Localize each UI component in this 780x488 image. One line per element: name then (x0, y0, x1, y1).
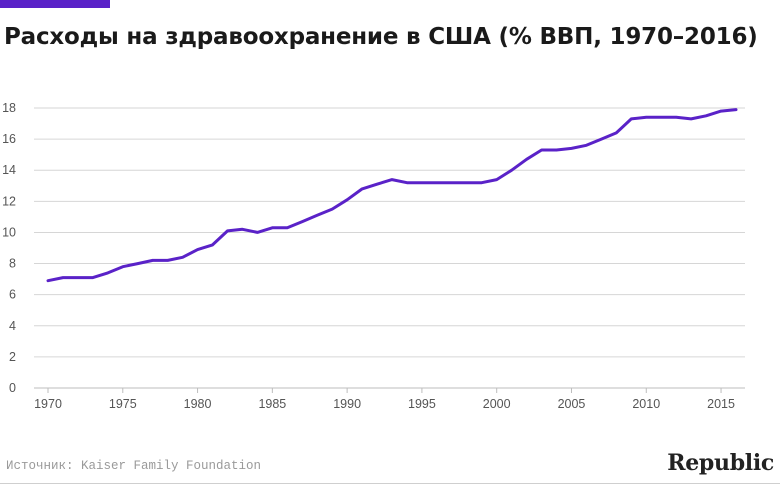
data-point-1975 (120, 264, 126, 270)
data-point-1991 (359, 186, 365, 192)
y-tick-label: 14 (2, 163, 16, 177)
data-point-1981 (210, 242, 216, 248)
data-point-1985 (269, 225, 275, 231)
x-tick-label: 1980 (184, 397, 212, 411)
data-point-2010 (643, 114, 649, 120)
data-point-1989 (329, 206, 335, 212)
chart-title: Расходы на здравоохранение в США (% ВВП,… (4, 24, 758, 50)
y-tick-label: 16 (2, 132, 16, 146)
data-point-2000 (494, 177, 500, 183)
data-point-2005 (568, 145, 574, 151)
data-point-1974 (105, 270, 111, 276)
data-point-2009 (628, 116, 634, 122)
y-tick-label: 4 (9, 319, 16, 333)
x-tick-label: 1975 (109, 397, 137, 411)
y-axis-tick-labels: 0 2 4 6 8 10 12 14 16 18 (2, 101, 16, 395)
data-point-2011 (658, 114, 664, 120)
data-point-1994 (404, 180, 410, 186)
data-point-2016 (733, 107, 739, 113)
data-point-1998 (464, 180, 470, 186)
bottom-divider (0, 483, 780, 484)
x-tick-label: 1995 (408, 397, 436, 411)
data-point-2003 (539, 147, 545, 153)
republic-logo[interactable]: Republic (667, 450, 774, 476)
data-point-1995 (419, 180, 425, 186)
data-point-1990 (344, 197, 350, 203)
y-tick-label: 6 (9, 288, 16, 302)
data-point-1979 (180, 254, 186, 260)
accent-bar (0, 0, 110, 8)
data-point-1987 (299, 219, 305, 225)
data-point-2001 (509, 167, 515, 173)
x-tick-label: 2000 (483, 397, 511, 411)
data-point-1980 (195, 247, 201, 253)
x-tick-label: 1970 (34, 397, 62, 411)
series-layer (45, 107, 739, 284)
x-tick-label: 1990 (333, 397, 361, 411)
series-line-0 (46, 108, 738, 283)
grid-lines (34, 107, 745, 389)
data-point-1993 (389, 177, 395, 183)
y-tick-label: 12 (2, 194, 16, 208)
y-tick-label: 0 (9, 381, 16, 395)
data-point-1970 (45, 278, 51, 284)
data-point-1997 (449, 180, 455, 186)
data-point-1971 (60, 275, 66, 281)
x-tick-label: 2010 (632, 397, 660, 411)
data-point-1983 (239, 226, 245, 232)
y-tick-label: 8 (9, 257, 16, 271)
data-point-1999 (479, 180, 485, 186)
y-tick-label: 18 (2, 101, 16, 115)
data-point-1976 (135, 261, 141, 267)
source-note: Источник: Kaiser Family Foundation (6, 459, 262, 473)
data-point-1973 (90, 275, 96, 281)
data-point-2013 (688, 116, 694, 122)
data-point-2014 (703, 113, 709, 119)
y-tick-label: 10 (2, 225, 16, 239)
line-chart: 0 2 4 6 8 10 12 14 16 18 1970 1975 1980 1985 1990 1995… (2, 101, 745, 411)
data-point-2015 (718, 108, 724, 114)
y-tick-label: 2 (9, 350, 16, 364)
data-point-2012 (673, 114, 679, 120)
data-point-1992 (374, 181, 380, 187)
x-tick-label: 1985 (258, 397, 286, 411)
data-point-2002 (524, 156, 530, 162)
data-point-2008 (613, 130, 619, 136)
x-tick-label: 2015 (707, 397, 735, 411)
data-point-2004 (554, 147, 560, 153)
data-point-1988 (314, 212, 320, 218)
x-tick-label: 2005 (558, 397, 586, 411)
data-point-1978 (165, 257, 171, 263)
x-axis-tick-labels: 1970 1975 1980 1985 1990 1995 2000 2005 2010 2015 (34, 388, 735, 411)
data-point-1982 (224, 228, 230, 234)
data-point-1984 (254, 229, 260, 235)
data-point-1972 (75, 275, 81, 281)
data-point-2006 (583, 142, 589, 148)
data-point-1977 (150, 257, 156, 263)
data-point-2007 (598, 136, 604, 142)
data-point-1986 (284, 225, 290, 231)
data-point-1996 (434, 180, 440, 186)
